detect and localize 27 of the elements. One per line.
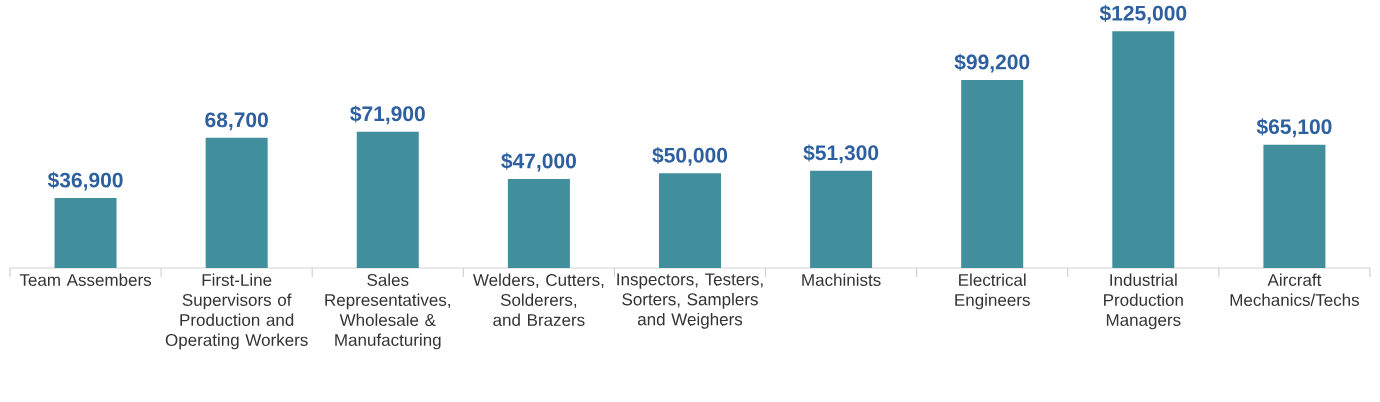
bar <box>54 198 117 268</box>
bar <box>658 173 721 268</box>
data-label: $71,900 <box>350 105 425 125</box>
x-tick-label: Sales Representatives, Wholesale & Manufacturing <box>325 273 451 350</box>
bar <box>507 178 570 268</box>
data-label: $47,000 <box>501 152 576 172</box>
bar <box>961 80 1024 268</box>
bar <box>356 131 419 268</box>
bar <box>1263 144 1326 268</box>
x-tick-label: Team Assembers <box>19 273 152 287</box>
x-tick-label: Aircraft Mechanics/Techs <box>1230 273 1359 307</box>
data-label: $51,300 <box>803 144 879 164</box>
bar <box>205 137 268 268</box>
data-label: $50,000 <box>652 146 728 166</box>
x-tick-label: Electrical Engineers <box>955 273 1030 310</box>
data-label: $125,000 <box>1099 4 1187 24</box>
bar <box>1112 31 1175 268</box>
bar <box>810 170 873 268</box>
data-label: 68,700 <box>205 112 268 131</box>
x-tick-label: Inspectors, Testers, Sorters, Samplers and Weighers <box>617 273 763 329</box>
x-tick-label: First-Line Supervisors of Production and Operating Workers <box>165 273 308 350</box>
x-tick-label: Welders, Cutters, Solderers, and Brazers <box>472 273 604 327</box>
data-label: $36,900 <box>47 171 123 191</box>
x-tick-label: Industrial Production Managers <box>1104 273 1183 330</box>
data-label: $65,100 <box>1256 118 1332 138</box>
data-label: $99,200 <box>954 53 1030 73</box>
x-tick-label: Machinists <box>802 273 881 287</box>
